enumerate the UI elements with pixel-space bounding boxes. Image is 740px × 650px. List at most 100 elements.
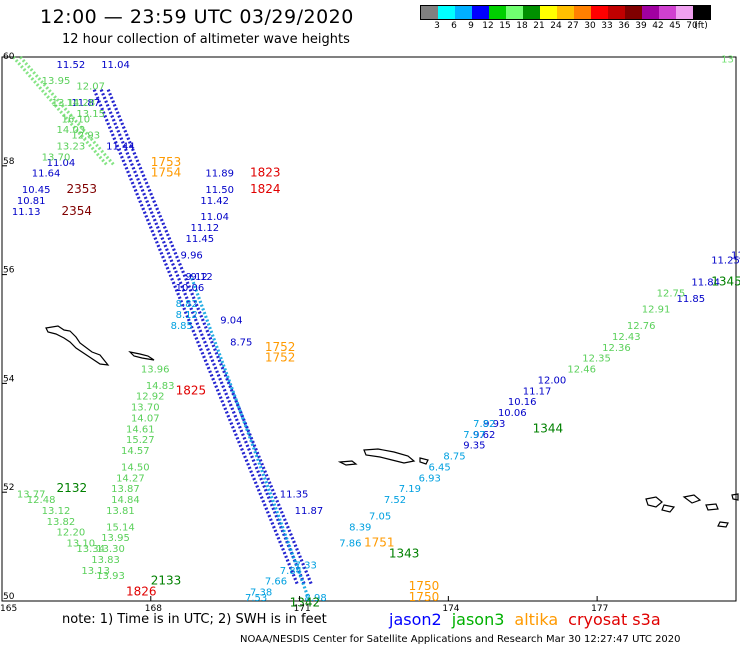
legend-label: (ft) xyxy=(694,21,708,31)
legend-label: 70 xyxy=(686,21,698,31)
time-label: 1824 xyxy=(250,182,281,196)
wave-height-label: 10.06 xyxy=(176,283,205,294)
wave-height-label: 14.03 xyxy=(57,125,86,136)
wave-height-label: 13.87 xyxy=(111,484,140,495)
legend-label: 30 xyxy=(584,21,596,31)
wave-height-label: 13.34 xyxy=(76,544,105,555)
wave-height-label: 9.12 xyxy=(190,272,212,283)
wave-height-label: 7.52 xyxy=(384,495,406,506)
time-label: 2353 xyxy=(66,182,97,196)
wave-height-label: 10.16 xyxy=(508,397,537,408)
wave-height-label: 12.35 xyxy=(582,354,611,365)
land-outline xyxy=(645,496,663,508)
land-outline xyxy=(717,521,729,528)
legend-swatch xyxy=(574,6,591,19)
page-title: 12:00 — 23:59 UTC 03/29/2020 xyxy=(40,6,354,28)
time-label: 1343 xyxy=(389,546,420,560)
wave-height-label: 8.12 xyxy=(176,310,198,321)
wave-height-label: 10.81 xyxy=(17,196,46,207)
satellite-track xyxy=(92,89,300,586)
wave-height-label: 14.27 xyxy=(116,473,145,484)
wave-height-label: 12.76 xyxy=(627,321,656,332)
wave-height-label: 14.50 xyxy=(121,462,150,473)
wave-height-label: 11.42 xyxy=(200,196,229,207)
legend-swatch xyxy=(608,6,625,19)
credit-line: NOAA/NESDIS Center for Satellite Applica… xyxy=(240,634,681,645)
wave-height-label: 11.25 xyxy=(711,256,740,267)
lon-label: 165 xyxy=(0,604,17,614)
time-label: 1345 xyxy=(711,274,740,288)
time-label: 2132 xyxy=(57,481,88,495)
wave-height-label: 11.04 xyxy=(47,158,76,169)
wave-height-label: 13.12 xyxy=(42,506,71,517)
wave-height-label: 13.23 xyxy=(57,141,86,152)
wave-height-label: 8.82 xyxy=(176,299,198,310)
wave-height-label: 11.87 xyxy=(295,506,324,517)
wave-height-label: 14.57 xyxy=(121,446,150,457)
satellite-legend-item: cryosat s3a xyxy=(568,610,661,629)
wave-height-label: 13.96 xyxy=(141,365,170,376)
wave-height-label: 12.92 xyxy=(136,392,165,403)
land-outline xyxy=(363,448,416,464)
satellite-track xyxy=(188,274,311,602)
time-label: 1342 xyxy=(290,595,321,609)
legend-label: 42 xyxy=(652,21,664,31)
wave-height-label: 12.07 xyxy=(76,82,105,93)
time-label: 2354 xyxy=(62,204,93,218)
satellite-legend: jason2 jason3 altika cryosat s3a xyxy=(389,610,671,629)
page-subtitle: 12 hour collection of altimeter wave hei… xyxy=(62,32,350,47)
legend-swatch xyxy=(557,6,574,19)
land-outline xyxy=(45,325,110,366)
legend-swatch xyxy=(455,6,472,19)
legend-labels: 3 6 9 12 15 18 21 24 27 30 33 36 39 42 45 70 (ft) xyxy=(420,21,740,35)
wave-height-label: 13.83 xyxy=(91,555,120,566)
time-label: 1750 xyxy=(409,590,440,604)
legend-swatch xyxy=(506,6,523,19)
wave-height-label: 13.82 xyxy=(47,517,76,528)
wave-height-label: 7.82 xyxy=(473,419,495,430)
satellite-legend-item: jason2 xyxy=(389,610,442,629)
lat-label: 58 xyxy=(3,157,15,167)
legend-label: 15 xyxy=(499,21,511,31)
wave-height-label: 9.93 xyxy=(483,419,505,430)
wave-height-label: 11.13 xyxy=(12,207,41,218)
lat-label: 60 xyxy=(3,52,15,62)
legend-label: 12 xyxy=(482,21,494,31)
wave-height-label: 9.96 xyxy=(181,250,203,261)
land-outline xyxy=(682,494,702,504)
wave-height-label: 6.45 xyxy=(429,462,451,473)
satellite-track xyxy=(106,89,314,586)
lat-label: 50 xyxy=(3,592,15,602)
wave-height-label: 13.81 xyxy=(106,506,135,517)
lon-label: 174 xyxy=(442,604,459,614)
time-label: 1753 xyxy=(151,155,182,169)
footnote: note: 1) Time is in UTC; 2) SWH is in fe… xyxy=(62,612,327,627)
wave-height-label: 11.35 xyxy=(280,490,309,501)
wave-height-label: 9.12 xyxy=(186,272,208,283)
wave-height-label: 14.61 xyxy=(126,424,155,435)
wave-height-label: 13.77 xyxy=(17,490,46,501)
wave-height-label: 7.33 xyxy=(295,560,317,571)
time-label: 1826 xyxy=(126,585,157,599)
time-label: 1752 xyxy=(265,351,296,365)
time-label: 1344 xyxy=(533,421,564,435)
legend-swatch xyxy=(421,6,438,19)
legend-label: 6 xyxy=(451,21,457,31)
satellite-track xyxy=(99,89,307,586)
land-outline xyxy=(661,504,676,513)
wave-height-label: 11.84 xyxy=(691,277,720,288)
wave-height-label: 11.12 xyxy=(190,223,219,234)
land-outline xyxy=(731,493,739,501)
legend-swatch xyxy=(693,6,710,19)
satellite-legend-item: altika xyxy=(514,610,559,629)
time-label: 1823 xyxy=(250,166,281,180)
wave-height-label: 12.00 xyxy=(538,375,567,386)
wave-height-label: 12.36 xyxy=(602,343,631,354)
satellite-legend-item: jason3 xyxy=(451,610,505,629)
wave-height-label: 11.64 xyxy=(32,169,61,180)
wave-height-label: 13.95 xyxy=(42,76,71,87)
wave-height-label: 9.62 xyxy=(473,430,495,441)
wave-height-label: 11.85 xyxy=(676,294,705,305)
wave-height-label: 14.28 xyxy=(66,98,95,109)
wave-height-label: 11.04 xyxy=(200,212,229,223)
